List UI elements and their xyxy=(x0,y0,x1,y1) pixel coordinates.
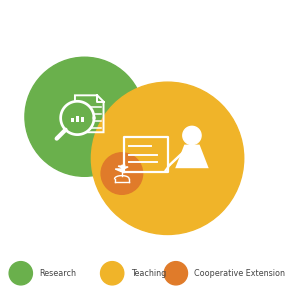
Circle shape xyxy=(100,262,124,285)
Polygon shape xyxy=(175,145,209,168)
FancyBboxPatch shape xyxy=(71,118,74,122)
Circle shape xyxy=(164,262,188,285)
Polygon shape xyxy=(115,169,122,172)
Text: Teaching: Teaching xyxy=(131,269,166,278)
Circle shape xyxy=(9,262,32,285)
Circle shape xyxy=(101,153,142,194)
Polygon shape xyxy=(183,126,201,145)
Text: Research: Research xyxy=(39,269,76,278)
Polygon shape xyxy=(118,166,122,168)
FancyBboxPatch shape xyxy=(76,116,79,122)
Circle shape xyxy=(61,101,94,135)
Circle shape xyxy=(25,57,144,176)
Text: Cooperative Extension: Cooperative Extension xyxy=(194,269,285,278)
Polygon shape xyxy=(122,165,125,167)
FancyBboxPatch shape xyxy=(81,117,84,122)
Circle shape xyxy=(92,82,244,235)
Polygon shape xyxy=(122,167,128,170)
